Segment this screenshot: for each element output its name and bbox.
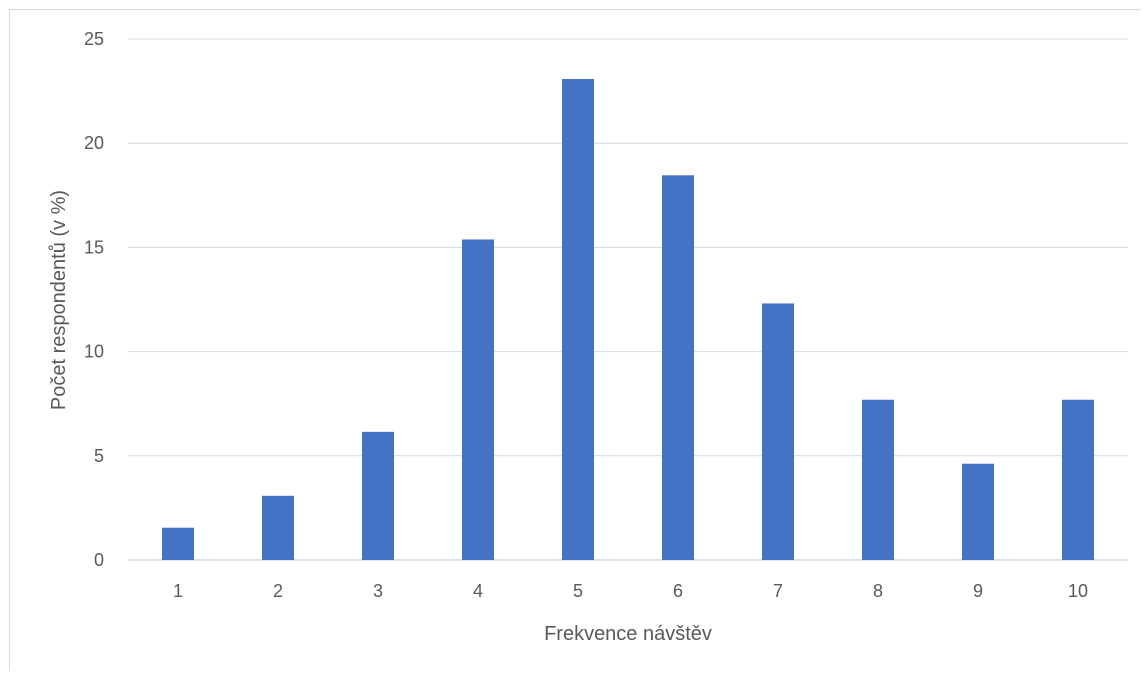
x-tick-label: 8 — [873, 581, 883, 601]
bar-7 — [762, 303, 794, 560]
x-tick-label: 10 — [1068, 581, 1088, 601]
y-tick-label: 25 — [84, 29, 104, 49]
y-tick-label: 0 — [94, 550, 104, 570]
x-tick-label: 1 — [173, 581, 183, 601]
y-tick-label: 5 — [94, 446, 104, 466]
y-tick-label: 10 — [84, 342, 104, 362]
bars — [162, 79, 1094, 561]
bar-10 — [1062, 399, 1094, 560]
x-tick-labels: 1 2 3 4 5 6 7 8 9 10 — [173, 581, 1088, 601]
x-tick-label: 6 — [673, 581, 683, 601]
bar-9 — [962, 463, 994, 560]
x-tick-label: 9 — [973, 581, 983, 601]
x-axis-title: Frekvence návštěv — [544, 623, 712, 645]
chart-frame — [9, 9, 1140, 671]
y-axis-title: Počet respondentů (v %) — [48, 190, 70, 410]
bar-6 — [662, 175, 694, 561]
y-tick-label: 20 — [84, 133, 104, 153]
bar-5 — [562, 79, 594, 560]
x-tick-label: 4 — [473, 581, 483, 601]
gridlines — [128, 38, 1128, 561]
x-tick-label: 5 — [573, 581, 583, 601]
bar-2 — [262, 495, 294, 560]
x-tick-label: 3 — [373, 581, 383, 601]
bar-1 — [162, 527, 194, 560]
x-tick-label: 7 — [773, 581, 783, 601]
y-tick-label: 15 — [84, 237, 104, 257]
x-tick-label: 2 — [273, 581, 283, 601]
bar-4 — [462, 239, 494, 560]
bar-8 — [862, 399, 894, 560]
bar-3 — [362, 431, 394, 560]
y-tick-labels: 0 5 10 15 20 25 — [84, 29, 104, 570]
